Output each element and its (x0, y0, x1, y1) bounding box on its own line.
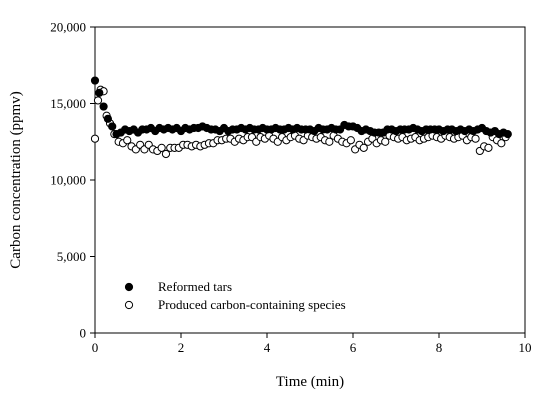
data-point (93, 96, 103, 105)
data-point (108, 122, 117, 131)
data-point (161, 149, 171, 159)
legend-label-reformed-tars: Reformed tars (158, 279, 232, 294)
legend-marker-reformed-tars (124, 282, 134, 292)
x-tick-label: 6 (350, 340, 357, 355)
data-point (484, 143, 493, 152)
legend-marker-produced-carbon-species (124, 300, 134, 310)
y-tick-label: 20,000 (50, 20, 86, 35)
y-tick-label: 0 (80, 326, 87, 341)
data-point (99, 102, 108, 111)
data-point (359, 143, 368, 152)
y-tick-label: 5,000 (57, 249, 86, 264)
x-tick-label: 8 (436, 340, 443, 355)
data-point (123, 136, 132, 145)
data-point (103, 114, 113, 123)
legend: Reformed tars Produced carbon-containing… (124, 279, 346, 312)
data-point (346, 136, 355, 145)
series-reformed-tars (90, 76, 512, 139)
x-axis-label: Time (min) (276, 374, 344, 390)
y-tick-label: 10,000 (50, 173, 86, 188)
x-axis-ticks: 0 2 4 6 8 10 (92, 333, 532, 355)
series-produced-carbon-species (90, 85, 510, 159)
data-point (95, 88, 104, 97)
x-tick-label: 10 (519, 340, 532, 355)
x-tick-label: 2 (178, 340, 185, 355)
data-point (325, 137, 334, 146)
data-point (503, 130, 512, 139)
data-point (157, 143, 166, 152)
data-point (90, 76, 100, 85)
y-axis-ticks: 0 5,000 10,000 15,000 20,000 (50, 20, 95, 341)
data-point (381, 137, 390, 146)
data-point (471, 134, 480, 143)
y-axis-label: Carbon concentration (ppmv) (8, 91, 24, 268)
data-point (90, 134, 100, 143)
y-tick-label: 15,000 (50, 96, 86, 111)
data-point (497, 139, 506, 148)
legend-label-produced-carbon-species: Produced carbon-containing species (158, 297, 346, 312)
x-tick-label: 4 (264, 340, 271, 355)
series-layer (90, 76, 512, 159)
x-tick-label: 0 (92, 340, 99, 355)
